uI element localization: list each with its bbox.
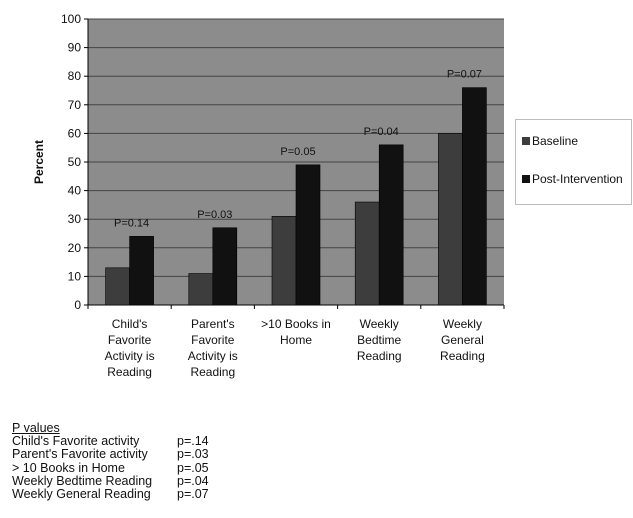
- p-values-value: p=.14: [177, 434, 209, 449]
- p-values-table: P values Child's Favorite activity p=.14…: [12, 421, 209, 502]
- p-value-annotation: P=0.07: [447, 69, 482, 81]
- x-tick-label: Bedtime: [357, 333, 401, 347]
- x-tick-label: Favorite: [191, 333, 235, 347]
- y-tick-label: 30: [68, 212, 82, 226]
- x-tick-label: >10 Books in: [261, 317, 331, 331]
- chart-legend: Baseline Post-Intervention: [515, 119, 632, 205]
- bar-post-intervention: [295, 164, 321, 306]
- legend-swatch: [522, 175, 530, 183]
- p-values-value: p=.05: [177, 460, 209, 475]
- y-tick-label: 90: [68, 41, 82, 55]
- legend-label: Baseline: [532, 134, 579, 148]
- x-tick-label: Parent's: [191, 317, 235, 331]
- bar-baseline: [188, 273, 214, 306]
- p-values-label: Weekly Bedtime Reading: [12, 473, 153, 488]
- p-values-row: Parent's Favorite activity p=.03: [12, 448, 209, 461]
- bar-post-intervention: [378, 144, 404, 306]
- p-values-label: Child's Favorite activity: [12, 434, 140, 449]
- x-tick-label: Reading: [190, 365, 235, 379]
- bar-post-intervention: [129, 236, 154, 306]
- x-tick-label: Activity is: [105, 349, 155, 363]
- y-tick-label: 10: [68, 269, 82, 283]
- y-tick-label: 50: [68, 155, 82, 169]
- p-values-row: Weekly General Reading p=.07: [12, 487, 209, 502]
- bar-baseline: [105, 267, 130, 306]
- y-tick-label: 40: [68, 184, 82, 198]
- x-tick-label: Reading: [107, 365, 152, 379]
- p-values-label: > 10 Books in Home: [12, 460, 125, 475]
- p-values-row: Child's Favorite activity p=.14: [12, 435, 209, 448]
- x-tick-label: Activity is: [188, 349, 238, 363]
- y-axis-label: Percent: [32, 140, 46, 184]
- y-tick-label: 80: [68, 69, 82, 83]
- bar-baseline: [271, 216, 297, 306]
- y-tick-label: 20: [68, 241, 82, 255]
- y-tick-label: 100: [61, 12, 81, 26]
- x-tick-label: Home: [280, 333, 312, 347]
- x-tick-label: Reading: [440, 349, 485, 363]
- p-values-value: p=.03: [177, 447, 209, 462]
- p-values-label: Parent's Favorite activity: [12, 447, 148, 462]
- p-values-value: p=.07: [177, 487, 209, 502]
- bar-baseline: [438, 133, 463, 306]
- p-value-annotation: P=0.05: [280, 146, 315, 158]
- p-value-annotation: P=0.04: [364, 126, 399, 138]
- x-tick-label: Favorite: [108, 333, 152, 347]
- bar-post-intervention: [462, 87, 487, 306]
- p-values-label: Weekly General Reading: [12, 487, 151, 502]
- y-tick-label: 0: [74, 298, 81, 312]
- legend-item: Baseline: [522, 134, 578, 148]
- legend-swatch: [522, 137, 530, 145]
- x-tick-label: Weekly: [360, 317, 399, 331]
- x-tick-label: General: [441, 333, 484, 347]
- p-value-annotation: P=0.03: [197, 209, 232, 221]
- p-values-row: Weekly Bedtime Reading p=.04: [12, 473, 209, 488]
- p-value-annotation: P=0.14: [114, 217, 149, 229]
- p-values-value: p=.04: [177, 473, 209, 488]
- p-values-row: > 10 Books in Home p=.05: [12, 460, 209, 475]
- legend-item: Post-Intervention: [522, 172, 623, 186]
- bar-baseline: [354, 201, 380, 306]
- x-tick-label: Weekly: [443, 317, 482, 331]
- legend-label: Post-Intervention: [532, 172, 623, 186]
- p-values-heading: P values: [12, 421, 60, 435]
- y-tick-label: 60: [68, 126, 82, 140]
- bar-post-intervention: [212, 227, 238, 306]
- x-tick-label: Reading: [357, 349, 402, 363]
- y-tick-label: 70: [68, 98, 82, 112]
- x-tick-label: Child's: [112, 317, 148, 331]
- bar-chart: 0 10 20 30 40 50 60 70 80 90 100 Percent P=0.14 Child…: [32, 12, 505, 379]
